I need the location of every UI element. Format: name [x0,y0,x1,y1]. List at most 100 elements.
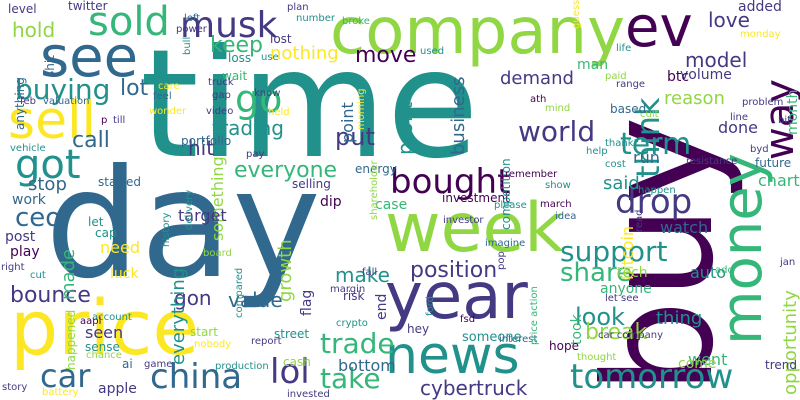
word-pay: pay [246,149,265,160]
word-know: know [254,88,281,99]
word-production: production [215,361,269,372]
word-board: board [203,248,232,259]
word-china: china [150,357,243,397]
word-model: model [685,48,748,72]
word-made: made [58,248,79,300]
word-investor: investor [443,215,484,226]
word-ev: ev [625,0,693,60]
word-number: number [296,13,336,24]
word-go: go [235,77,283,121]
word-put: put [335,123,375,151]
word-let: let [88,215,104,229]
word-break: break [585,320,648,345]
word-buying: buying [15,73,111,106]
word-march: march [540,199,572,210]
word-future: future [755,156,792,170]
word-someone: someone [462,330,522,345]
word-cap: cap [95,226,117,240]
word-history: history [161,212,172,247]
word-idea: idea [555,211,577,222]
word-truck: truck [208,77,234,88]
word-account: account [92,312,132,323]
word-thought: thought [577,352,617,363]
word-pop: pop [496,251,507,270]
word-fsd: fsd [460,314,476,325]
word-price: price [10,283,200,372]
word-interest: interest [499,334,538,345]
word-price-action: price action [529,286,540,345]
word-seen: seen [85,323,124,342]
word-morning: morning [356,88,367,130]
word-everything: everything [168,267,189,365]
word-news: news [385,326,520,386]
word-p: p [101,115,108,126]
word-musk: musk [180,5,278,46]
word-mind: mind [545,103,571,114]
word-cult: cult [640,109,659,120]
word-read: read [634,209,645,232]
word-margin: margin [330,284,366,295]
word-loss: loss [228,51,252,65]
word-valuation: valuation [43,96,90,107]
word-nothing: nothing [270,43,339,64]
word-said: said [603,173,640,194]
word-remember: remember [505,169,558,180]
word-see: see [40,25,139,90]
word-started: started [98,175,141,189]
word-gon: gon [174,286,212,310]
word-stop: stop [28,174,67,195]
word-held: held [268,107,290,118]
word-everyone: everyone [234,158,338,183]
word-dip: dip [320,194,342,210]
word-use: use [261,52,279,63]
word-business: business [448,76,469,155]
word-battery: battery [42,387,79,398]
word-help: help [586,146,608,157]
word-risk: risk [343,289,365,303]
word-selling: selling [292,177,331,191]
word-point: point [338,102,357,143]
word-plan: plan [287,2,309,13]
word-ceo: ceo [15,203,62,233]
word-feel: feel [153,91,172,102]
word-position: position [410,258,498,283]
word-compared: compared [234,267,245,318]
word-wonder: wonder [149,106,187,117]
word-flag: flag [299,289,315,316]
word-went: went [688,350,728,369]
word-luck: luck [110,266,139,282]
word-ai: ai [122,357,133,371]
word-love: love [708,8,750,32]
word-lot: lot [120,76,149,101]
word-sold: sold [88,0,170,45]
word-report: report [251,336,282,347]
word-look: look [575,303,625,331]
word-chance: chance [86,350,122,361]
word-energy: energy [355,162,397,176]
word-lol: lol [270,352,310,392]
word-bought: bought [390,162,511,202]
word-add: add [715,265,734,276]
word-car-company: car company [598,330,664,341]
word-post: post [5,229,36,245]
word-company: company [330,0,625,69]
word-something: something [208,156,227,241]
word-call: call [72,128,110,153]
word-world: world [518,115,596,148]
word-keep: keep [210,33,263,58]
word-story: story [2,382,28,393]
word-hit: hit [188,136,215,160]
word-fall: fall [362,267,378,278]
word-line: line [730,112,749,123]
word-added: added [738,0,782,15]
word-run: run [633,148,660,167]
word-video: video [206,106,234,117]
word-end: end [374,293,390,320]
word-investment: investment [442,191,510,205]
word-cybertruck: cybertruck [420,376,528,400]
word-twitter: twitter [68,0,108,13]
word-jan: jan [780,257,796,268]
word-life: life [616,43,632,54]
word-volume: volume [680,67,732,83]
